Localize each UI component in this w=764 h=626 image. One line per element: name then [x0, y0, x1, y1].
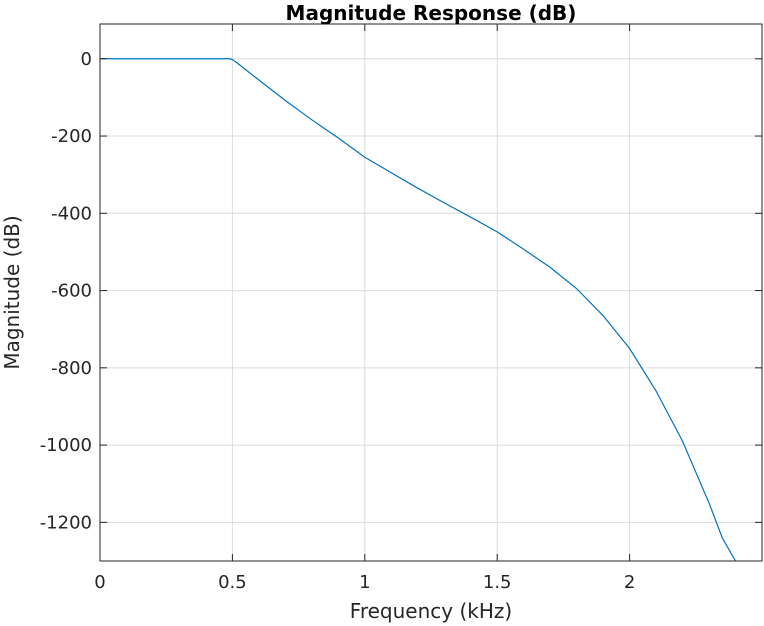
- chart-title: Magnitude Response (dB): [286, 1, 577, 25]
- y-tick-label: -800: [51, 358, 92, 379]
- y-tick-label: -600: [51, 281, 92, 302]
- plot-area: [99, 23, 763, 562]
- axes-frame: [99, 23, 763, 562]
- y-axis-label: Magnitude (dB): [0, 215, 24, 369]
- x-tick-label: 0: [94, 572, 105, 593]
- y-tick-label: -1000: [40, 435, 92, 456]
- x-tick-label: 1.5: [483, 572, 512, 593]
- x-tick-label: 2: [624, 572, 635, 593]
- y-tick-label: 0: [81, 49, 92, 70]
- y-tick-label: -200: [51, 126, 92, 147]
- y-tick-label: -1200: [40, 512, 92, 533]
- y-tick-label: -400: [51, 203, 92, 224]
- series-group: [100, 58, 737, 562]
- tick-marks: [99, 24, 762, 561]
- x-tick-labels: 0 0.5 1 1.5 2: [94, 572, 635, 593]
- x-axis-label: Frequency (kHz): [350, 599, 512, 623]
- x-tick-label: 1: [359, 572, 370, 593]
- y-tick-labels: 0 -200 -400 -600 -800 -1000 -1200: [40, 49, 92, 534]
- magnitude-series-line: [100, 58, 737, 562]
- x-tick-label: 0.5: [218, 572, 247, 593]
